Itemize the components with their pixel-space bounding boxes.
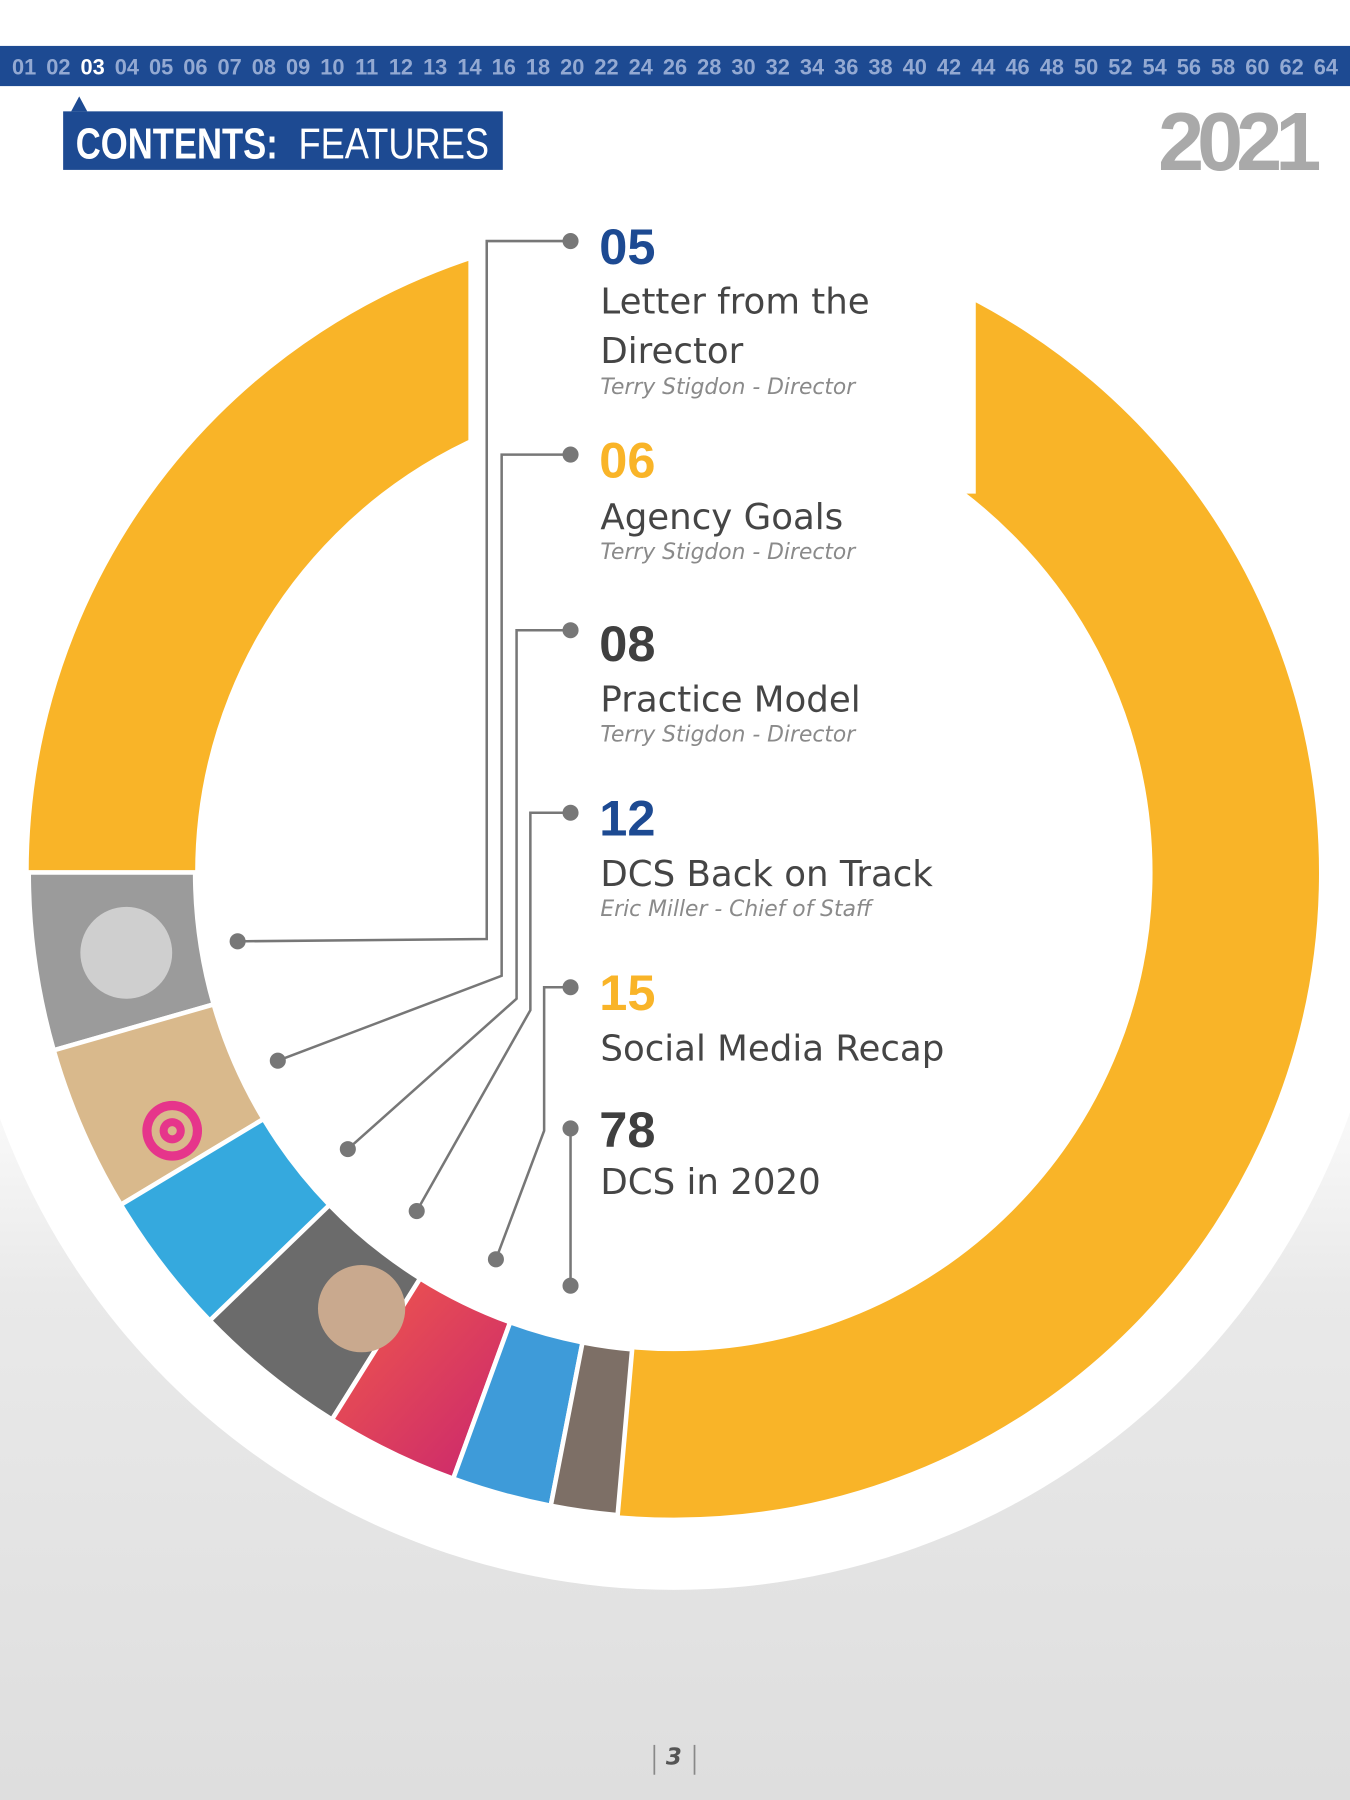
page-nav: 01 02 03 04 05 06 07 08 09 10 11 12 13 14 16 18 20 22 24 26… bbox=[12, 55, 1338, 80]
entry-title: DCS Back on Track bbox=[600, 854, 933, 895]
header-section: FEATURES bbox=[298, 120, 489, 168]
nav-page: 40 bbox=[903, 55, 927, 80]
nav-page: 03 bbox=[80, 55, 104, 80]
nav-page: 09 bbox=[286, 55, 310, 80]
nav-page: 08 bbox=[252, 55, 276, 80]
nav-page: 50 bbox=[1074, 55, 1098, 80]
nav-page: 34 bbox=[800, 55, 824, 80]
entry-page: 78 bbox=[599, 1101, 655, 1158]
nav-bar bbox=[0, 45, 1350, 87]
nav-page: 11 bbox=[355, 55, 378, 80]
portrait-head bbox=[80, 906, 173, 999]
entries: 05 Letter from the Director Terry Stigdon -… bbox=[599, 218, 944, 1203]
entry-title: Letter from the bbox=[600, 281, 869, 322]
nav-page: 56 bbox=[1177, 55, 1201, 80]
target-ring bbox=[167, 1126, 177, 1136]
header-label: CONTENTS: bbox=[76, 120, 278, 168]
nav-page: 20 bbox=[560, 55, 584, 80]
nav-page: 02 bbox=[46, 55, 70, 80]
nav-page: 01 bbox=[12, 55, 36, 80]
entry-title: Director bbox=[600, 331, 743, 372]
entry-title: Practice Model bbox=[600, 680, 860, 721]
nav-page: 48 bbox=[1040, 55, 1064, 80]
nav-page: 18 bbox=[526, 55, 550, 80]
photo-wedge bbox=[548, 1339, 635, 1518]
nav-page: 16 bbox=[492, 55, 516, 80]
entry-page: 12 bbox=[599, 790, 655, 847]
entry-page: 15 bbox=[599, 964, 655, 1021]
nav-page: 44 bbox=[971, 55, 995, 80]
entry-author: Terry Stigdon - Director bbox=[600, 375, 857, 400]
nav-page: 24 bbox=[629, 55, 653, 80]
nav-page: 64 bbox=[1314, 55, 1338, 80]
header-tab bbox=[71, 96, 88, 112]
connector bbox=[494, 985, 571, 1260]
nav-page: 62 bbox=[1280, 55, 1304, 80]
entry-title: DCS in 2020 bbox=[600, 1162, 820, 1203]
connector-dots bbox=[229, 233, 579, 1294]
entry-page: 06 bbox=[599, 432, 655, 489]
nav-page: 12 bbox=[389, 55, 413, 80]
header-box bbox=[63, 111, 503, 170]
nav-page: 26 bbox=[663, 55, 687, 80]
nav-page: 30 bbox=[731, 55, 755, 80]
entry-title: Social Media Recap bbox=[600, 1029, 944, 1070]
entry-author: Terry Stigdon - Director bbox=[600, 723, 857, 748]
entry-author: Terry Stigdon - Director bbox=[600, 540, 857, 565]
nav-page: 28 bbox=[697, 55, 721, 80]
nav-page: 13 bbox=[423, 55, 447, 80]
photo-wedges bbox=[26, 870, 635, 1518]
entry-page: 08 bbox=[599, 615, 655, 672]
nav-page: 05 bbox=[149, 55, 173, 80]
nav-page: 22 bbox=[594, 55, 618, 80]
nav-page: 32 bbox=[766, 55, 790, 80]
nav-page: 58 bbox=[1211, 55, 1235, 80]
connector bbox=[237, 239, 571, 943]
nav-page: 07 bbox=[218, 55, 242, 80]
nav-page: 52 bbox=[1108, 55, 1132, 80]
connector bbox=[277, 453, 571, 1062]
ring-gap bbox=[468, 206, 976, 494]
nav-page: 46 bbox=[1005, 55, 1029, 80]
connectors bbox=[237, 239, 572, 1286]
nav-page: 36 bbox=[834, 55, 858, 80]
entry-title: Agency Goals bbox=[600, 497, 843, 538]
nav-page: 38 bbox=[868, 55, 892, 80]
nav-page: 04 bbox=[115, 55, 139, 80]
nav-page: 54 bbox=[1142, 55, 1166, 80]
nav-page: 14 bbox=[457, 55, 481, 80]
nav-page: 06 bbox=[183, 55, 207, 80]
nav-page: 10 bbox=[320, 55, 344, 80]
connector bbox=[415, 811, 571, 1212]
nav-page: 60 bbox=[1245, 55, 1269, 80]
entry-page: 05 bbox=[599, 218, 655, 275]
portrait-head bbox=[317, 1265, 406, 1353]
year: 2021 bbox=[1158, 95, 1319, 188]
entry-author: Eric Miller - Chief of Staff bbox=[600, 897, 874, 922]
footer-page: 3 bbox=[666, 1744, 682, 1770]
connector bbox=[346, 628, 571, 1151]
nav-page: 42 bbox=[937, 55, 961, 80]
